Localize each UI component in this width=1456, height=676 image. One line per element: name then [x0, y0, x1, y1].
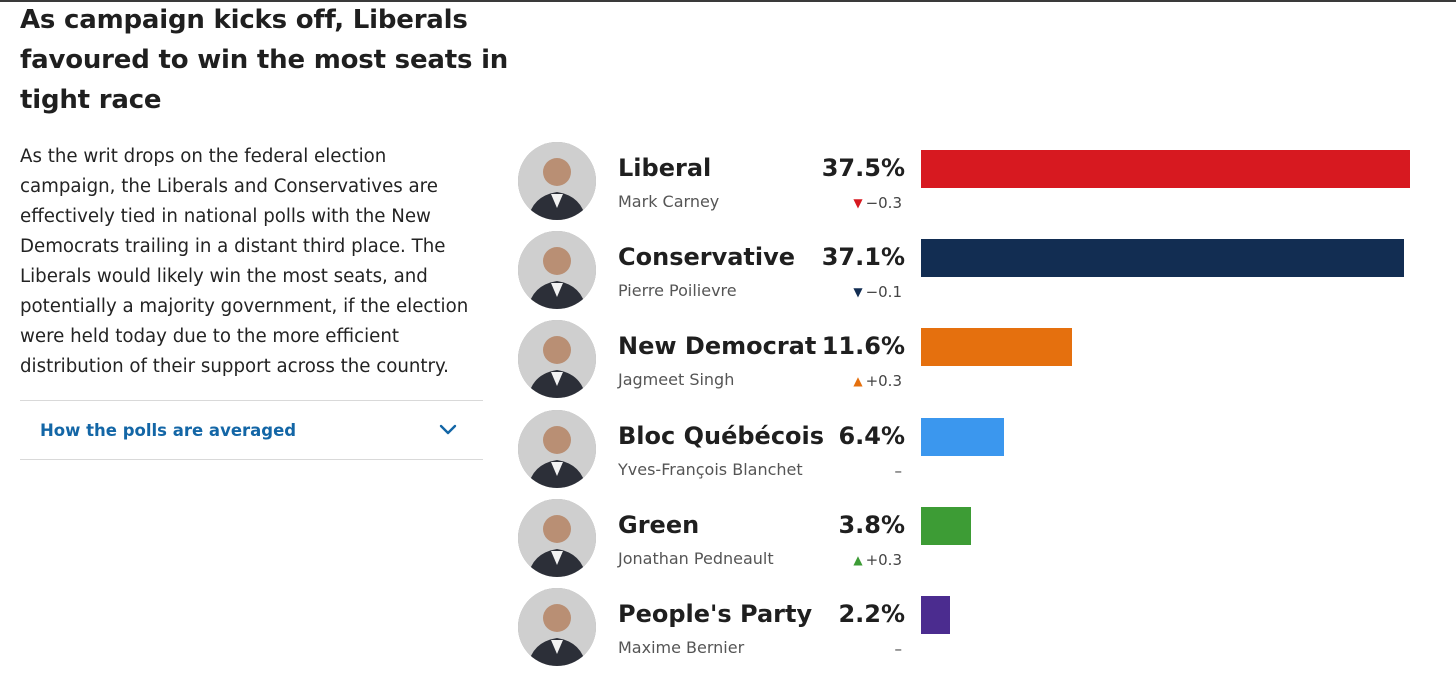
bar	[921, 506, 971, 545]
bar-track	[921, 417, 1429, 456]
party-row: Bloc Québécois Yves-François Blanchet 6.4%…	[516, 406, 1436, 495]
leader-name: Jagmeet Singh	[618, 370, 735, 390]
avatar	[518, 409, 596, 488]
change-value: −0.3	[865, 194, 902, 212]
bar	[921, 150, 1410, 188]
leader-name: Mark Carney	[618, 192, 720, 211]
article-body: As the writ drops on the federal electio…	[20, 146, 469, 377]
avatar	[518, 320, 596, 399]
bar	[921, 595, 950, 634]
party-row: New Democrat Jagmeet Singh 11.6% ▲ +0.3	[516, 316, 1436, 405]
bar	[921, 328, 1073, 367]
leader-name: Jonathan Pedneault	[618, 548, 774, 568]
chevron-down-icon[interactable]	[439, 424, 457, 436]
change-value: –	[894, 639, 903, 658]
party-row: Conservative Pierre Poilievre 37.1% ▼ −0.1	[516, 227, 1436, 316]
party-name: Conservative	[618, 243, 796, 272]
change-value: +0.3	[865, 550, 902, 569]
percent-label: 2.2%	[838, 599, 905, 628]
percent-label: 37.5%	[821, 154, 905, 182]
leader-name: Maxime Bernier	[618, 637, 745, 657]
party-row: Liberal Mark Carney 37.5% ▼ −0.3	[516, 138, 1436, 227]
change-label: ▼ −0.1	[794, 283, 902, 301]
polls-averaged-accordion[interactable]: How the polls are averaged	[20, 400, 483, 460]
bar-track	[921, 506, 1429, 545]
percent-label: 11.6%	[821, 332, 905, 361]
party-name: New Democrat	[618, 332, 817, 361]
bar-track	[921, 150, 1429, 188]
change-value: –	[894, 461, 903, 480]
avatar	[518, 142, 596, 220]
leader-name: Pierre Poilievre	[618, 281, 737, 301]
change-label: ▼ −0.3	[794, 194, 902, 212]
change-value: −0.1	[865, 283, 902, 302]
party-row: Green Jonathan Pedneault 3.8% ▲ +0.3	[516, 495, 1436, 584]
bar-track	[921, 239, 1429, 278]
party-name: Bloc Québécois	[618, 421, 825, 450]
percent-label: 37.1%	[821, 243, 905, 272]
bar-track	[921, 595, 1429, 634]
change-label: ▲ +0.3	[794, 551, 902, 569]
party-name: Liberal	[618, 154, 712, 182]
poll-chart: Liberal Mark Carney 37.5% ▼ −0.3 Conservative…	[516, 138, 1436, 673]
triangle-down-icon: ▼	[853, 285, 863, 300]
change-value: +0.3	[865, 372, 902, 391]
party-name: Green	[618, 510, 700, 539]
change-label: ▲ +0.3	[794, 372, 902, 390]
top-rule	[0, 0, 1456, 2]
bar-track	[921, 328, 1429, 367]
avatar	[518, 587, 596, 666]
leader-name: Yves-François Blanchet	[618, 459, 803, 479]
bar	[921, 417, 1005, 456]
party-row: People's Party Maxime Bernier 2.2% –	[516, 584, 1436, 673]
triangle-up-icon: ▲	[853, 552, 863, 567]
party-name: People's Party	[618, 599, 813, 628]
percent-label: 3.8%	[838, 510, 905, 539]
triangle-up-icon: ▲	[853, 374, 863, 389]
accordion-label[interactable]: How the polls are averaged	[40, 420, 297, 440]
change-label: –	[794, 639, 903, 658]
headline: As campaign kicks off, Liberals favoured…	[20, 5, 509, 115]
triangle-down-icon: ▼	[853, 196, 863, 210]
avatar	[518, 498, 596, 577]
avatar	[518, 231, 596, 310]
bar	[921, 239, 1405, 278]
article-panel: As campaign kicks off, Liberals favoured…	[20, 0, 508, 460]
change-label: –	[794, 461, 903, 480]
percent-label: 6.4%	[838, 421, 905, 450]
